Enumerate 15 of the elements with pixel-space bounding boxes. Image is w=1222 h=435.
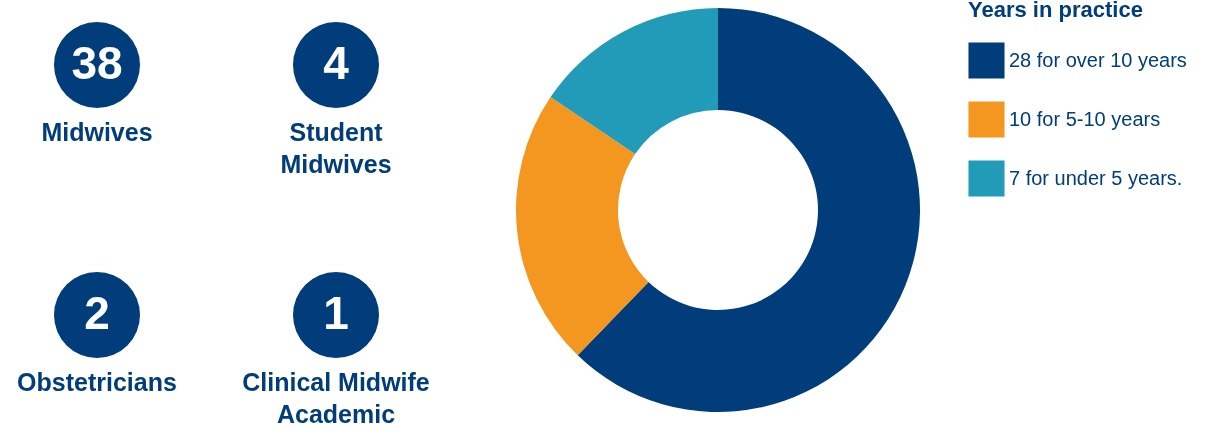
legend-label: 28 for over 10 years: [1009, 48, 1187, 71]
category-label: Clinical Midwife Academic: [242, 368, 430, 428]
category-label: Student Midwives: [280, 118, 392, 178]
category-label: Midwives: [41, 118, 153, 146]
data-label: 1: [323, 287, 349, 339]
legend-title: Years in practice: [968, 0, 1143, 22]
category-label: Obstetricians: [17, 368, 177, 396]
data-label: 4: [323, 37, 350, 89]
legend-label: 7 for under 5 years.: [1009, 166, 1183, 189]
donut-slice: [550, 8, 718, 155]
data-label: 2: [84, 287, 110, 339]
donut-slice: [577, 8, 920, 412]
data-label: 38: [71, 37, 123, 89]
legend-label: 10 for 5-10 years: [1009, 107, 1161, 130]
donut-slice: [516, 97, 649, 356]
